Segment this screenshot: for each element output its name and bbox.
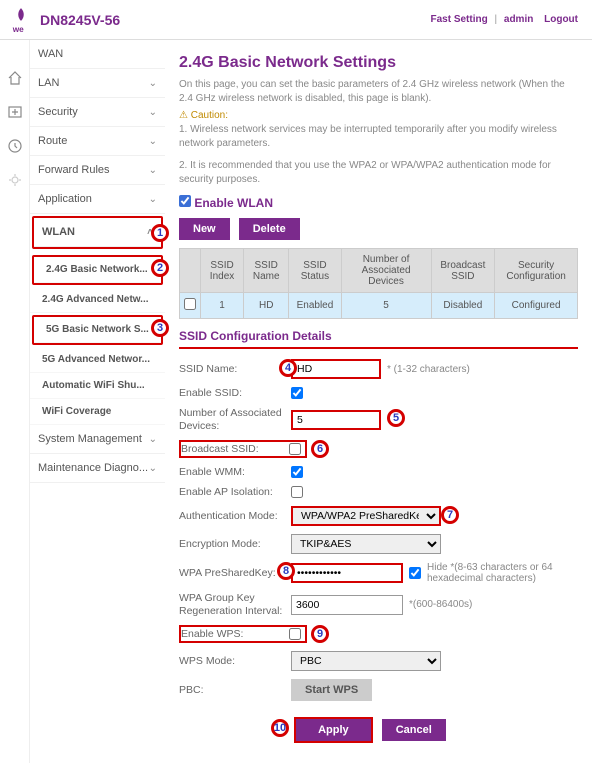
nav-5g-advanced[interactable]: 5G Advanced Networ... [30,347,165,373]
cancel-button[interactable]: Cancel [382,719,446,741]
chevron-down-icon: ⌄ [149,107,157,118]
chevron-down-icon: ⌄ [149,463,157,474]
ssid-name-input[interactable] [291,359,381,379]
clock-icon[interactable] [7,138,23,154]
nav-maintenance[interactable]: Maintenance Diagno...⌄ [30,454,165,483]
num-assoc-label: Number of Associated Devices: [179,407,291,432]
page-desc: On this page, you can set the basic para… [179,78,578,106]
regen-label: WPA Group Key Regeneration Interval: [179,592,291,617]
encryption-mode-select[interactable]: TKIP&AES [291,534,441,554]
note-2: 2. It is recommended that you use the WP… [179,159,578,187]
psk-input[interactable] [291,563,403,583]
nav-forward-rules[interactable]: Forward Rules⌄ [30,156,165,185]
th-broadcast: Broadcast SSID [431,249,495,293]
nav-wan[interactable]: WAN [30,40,165,69]
encryption-mode-label: Encryption Mode: [179,538,291,550]
nav-system-management[interactable]: System Management⌄ [30,425,165,454]
wps-mode-select[interactable]: PBC [291,651,441,671]
separator: | [495,14,498,25]
th-ssid-status: SSID Status [289,249,341,293]
psk-hide-checkbox[interactable] [409,567,421,579]
enable-ssid-checkbox[interactable] [291,387,303,399]
enable-wlan-checkbox[interactable] [179,195,191,207]
th-security: Security Configuration [495,249,578,293]
enable-ssid-label: Enable SSID: [179,387,291,399]
th-ssid-index: SSID Index [201,249,244,293]
auth-mode-select[interactable]: WPA/WPA2 PreSharedKey [291,506,441,526]
chevron-down-icon: ⌄ [149,78,157,89]
enable-wlan-label: Enable WLAN [194,196,273,210]
nav-wlan[interactable]: WLAN˄ [34,218,161,247]
new-button[interactable]: New [179,218,230,240]
badge-5: 5 [387,409,405,427]
home-icon[interactable] [7,70,23,86]
ap-isolation-label: Enable AP Isolation: [179,486,291,498]
we-logo: we [10,6,32,34]
enable-wmm-label: Enable WMM: [179,466,291,478]
apply-button[interactable]: Apply [294,717,373,743]
note-1: 1. Wireless network services may be inte… [179,123,578,151]
row-select-checkbox[interactable] [184,298,196,310]
badge-10: 10 [271,719,289,737]
badge-6: 6 [311,440,329,458]
chevron-down-icon: ⌄ [149,165,157,176]
plus-box-icon[interactable] [7,104,23,120]
auth-mode-label: Authentication Mode: [179,510,291,522]
regen-input[interactable] [291,595,403,615]
start-wps-button[interactable]: Start WPS [291,679,372,701]
nav-auto-wifi-shutdown[interactable]: Automatic WiFi Shu... [30,373,165,399]
chevron-down-icon: ⌄ [149,434,157,445]
nav-5g-basic[interactable]: 5G Basic Network S... [34,317,161,343]
ap-isolation-checkbox[interactable] [291,486,303,498]
enable-wps-label: Enable WPS: [181,628,289,640]
enable-wmm-checkbox[interactable] [291,466,303,478]
fast-setting-link[interactable]: Fast Setting [430,14,487,25]
psk-hint: Hide *(8-63 characters or 64 hexadecimal… [427,562,577,584]
nav-application[interactable]: Application⌄ [30,185,165,214]
th-num-devices: Number of Associated Devices [341,249,431,293]
caution-label: ⚠ Caution: [179,110,578,121]
delete-button[interactable]: Delete [239,218,300,240]
badge-3: 3 [151,319,169,337]
badge-4: 4 [279,359,297,377]
pbc-label: PBC: [179,684,291,696]
page-title: 2.4G Basic Network Settings [179,54,578,72]
th-ssid-name: SSID Name [244,249,289,293]
nav-wifi-coverage[interactable]: WiFi Coverage [30,399,165,425]
nav-route[interactable]: Route⌄ [30,127,165,156]
chevron-down-icon: ⌄ [149,194,157,205]
svg-text:we: we [12,24,24,33]
gear-icon[interactable] [7,172,23,188]
num-assoc-input[interactable] [291,410,381,430]
ssid-name-label: SSID Name: [179,363,291,375]
admin-link[interactable]: admin [504,14,533,25]
chevron-down-icon: ⌄ [149,136,157,147]
regen-hint: *(600-86400s) [409,599,472,610]
badge-2: 2 [151,259,169,277]
nav-lan[interactable]: LAN⌄ [30,69,165,98]
broadcast-ssid-label: Broadcast SSID: [181,443,289,455]
badge-7: 7 [441,506,459,524]
ssid-table: SSID Index SSID Name SSID Status Number … [179,248,578,319]
ssid-name-hint: * (1-32 characters) [387,364,470,375]
section-title: SSID Configuration Details [179,319,578,349]
enable-wps-checkbox[interactable] [289,628,301,640]
psk-label: WPA PreSharedKey: [179,567,291,579]
broadcast-ssid-checkbox[interactable] [289,443,301,455]
table-row[interactable]: 1 HD Enabled 5 Disabled Configured [180,293,578,319]
badge-1: 1 [151,224,169,242]
logout-link[interactable]: Logout [544,14,578,25]
wps-mode-label: WPS Mode: [179,655,291,667]
model-name: DN8245V-56 [40,12,120,28]
badge-9: 9 [311,625,329,643]
nav-24g-advanced[interactable]: 2.4G Advanced Netw... [30,287,165,313]
nav-security[interactable]: Security⌄ [30,98,165,127]
nav-24g-basic[interactable]: 2.4G Basic Network... [34,257,161,283]
